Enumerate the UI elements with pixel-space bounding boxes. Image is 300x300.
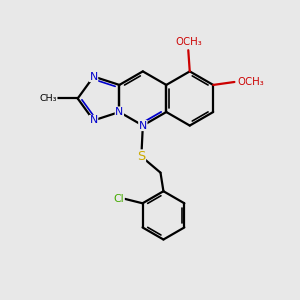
Text: Cl: Cl <box>114 194 124 204</box>
Text: N: N <box>89 116 98 125</box>
Text: N: N <box>139 121 147 130</box>
Text: OCH₃: OCH₃ <box>175 37 202 47</box>
Text: N: N <box>89 72 98 82</box>
Text: S: S <box>137 150 146 163</box>
Text: CH₃: CH₃ <box>40 94 57 103</box>
Text: OCH₃: OCH₃ <box>237 77 264 87</box>
Text: N: N <box>115 107 124 117</box>
